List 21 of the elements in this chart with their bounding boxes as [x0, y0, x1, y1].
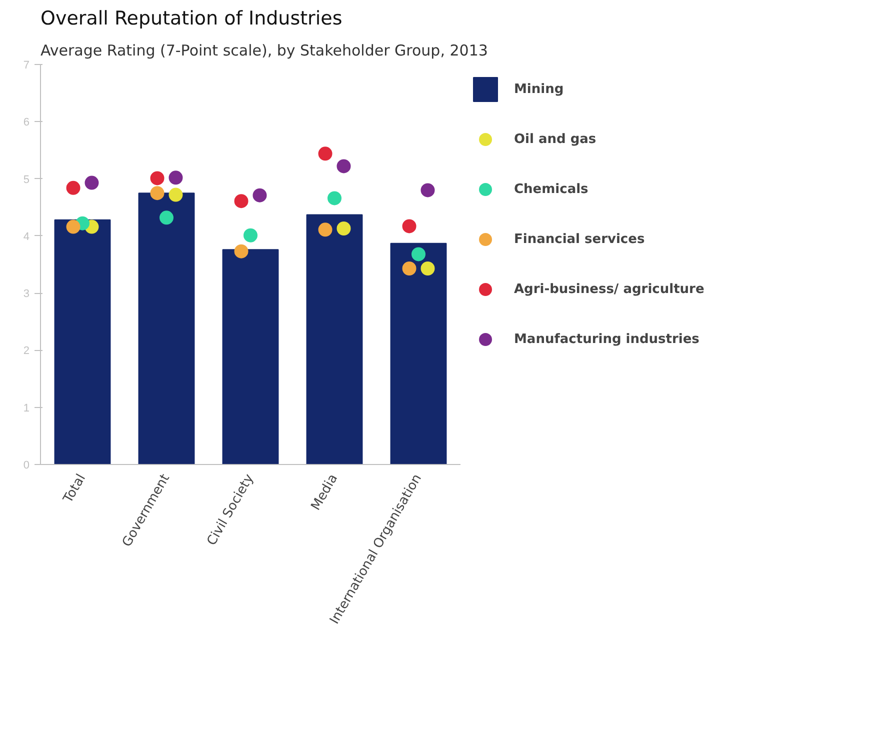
y-tick-label: 2	[23, 345, 30, 358]
y-tick-label: 3	[23, 288, 30, 300]
y-tick-label: 0	[23, 460, 30, 472]
bar	[222, 249, 279, 464]
y-tick-label: 5	[23, 174, 30, 186]
legend-label: Agri-business/ agriculture	[514, 282, 704, 296]
legend-label: Financial services	[514, 232, 645, 246]
y-tick-label: 1	[23, 402, 30, 414]
legend-label: Chemicals	[514, 182, 588, 196]
bar	[390, 242, 447, 464]
legend-label: Mining	[514, 82, 564, 96]
legend-label: Oil and gas	[514, 132, 596, 146]
bar	[138, 192, 195, 464]
bar	[54, 219, 111, 464]
y-tick-label: 6	[23, 116, 30, 129]
legend-label: Manufacturing industries	[514, 332, 700, 346]
chart-subtitle: Average Rating (7-Point scale), by Stakeholder Group, 2013	[40, 42, 488, 60]
y-tick-label: 4	[23, 230, 30, 243]
y-tick-label: 7	[23, 60, 30, 72]
bar	[306, 214, 363, 464]
chart-title: Overall Reputation of Industries	[40, 8, 342, 30]
